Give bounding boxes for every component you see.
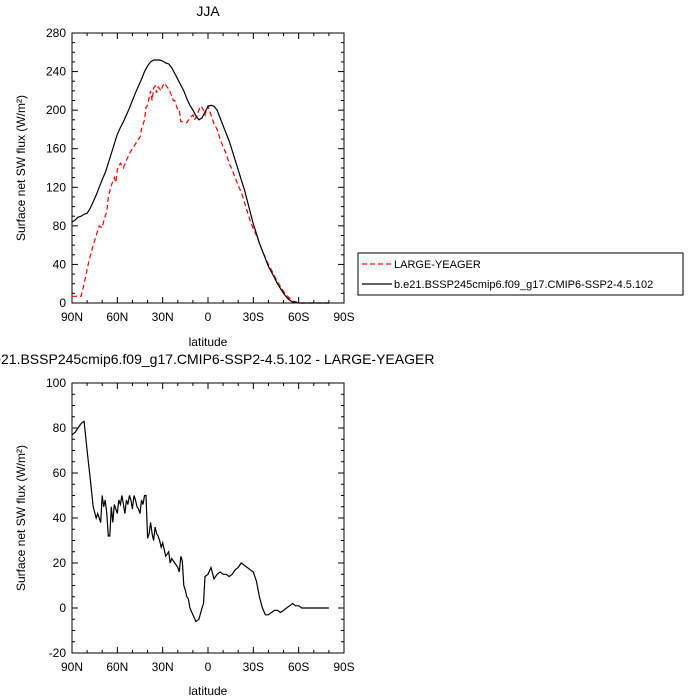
chart2-x-tick-label: 30N <box>152 660 174 674</box>
chart2-plot: 90N 60N 30N 0 30S 60S 90S -20 0 20 40 60 80 100 <box>46 376 355 674</box>
chart2-x-tick-label: 0 <box>205 660 212 674</box>
chart1-x-tick-label: 60S <box>288 310 309 324</box>
chart1-legend-label-2: b.e21.BSSP245cmip6.f09_g17.CMIP6-SSP2-4.… <box>394 279 653 291</box>
chart2-series-line-1 <box>71 420 329 623</box>
chart2-x-tick-label: 30S <box>243 660 264 674</box>
chart2-y-tick-label: 0 <box>59 601 66 615</box>
chart2-y-tick-label: -20 <box>49 646 67 660</box>
chart1-y-tick-label: 0 <box>59 296 66 310</box>
chart1-series-line-2 <box>71 59 329 304</box>
chart2-x-tick-label: 60N <box>106 660 128 674</box>
chart-marks: 90N 60N 30N 0 30S 60S 90S04080120160200240280L… <box>46 26 684 674</box>
chart1-y-tick-label: 160 <box>46 142 66 156</box>
chart1-title: JJA <box>196 3 220 19</box>
chart1-legend-label-1: LARGE-YEAGER <box>394 259 481 271</box>
chart2-x-tick-label: 60S <box>288 660 309 674</box>
chart2-y-tick-label: 80 <box>53 421 67 435</box>
chart1-y-tick-label: 200 <box>46 103 66 117</box>
chart1-y-tick-label: 240 <box>46 65 66 79</box>
chart2-ylabel: Surface net SW flux (W/m²) <box>14 445 28 591</box>
chart1-plot: 90N 60N 30N 0 30S 60S 90S 0 40 80 120 160 200 240 280 L… <box>46 26 684 324</box>
chart1-x-tick-label: 90S <box>333 310 354 324</box>
chart1-series-line-1 <box>72 81 329 304</box>
chart1-x-tick-label: 30S <box>243 310 264 324</box>
chart1-ylabel: Surface net SW flux (W/m²) <box>14 95 28 241</box>
chart1-legend-box <box>357 252 684 296</box>
chart1-y-tick-label: 80 <box>53 219 67 233</box>
chart1-y-tick-label: 120 <box>46 180 66 194</box>
chart1-y-tick-label: 40 <box>53 257 67 271</box>
chart1-x-tick-label: 0 <box>205 310 212 324</box>
chart2-title: b.e21.BSSP245cmip6.f09_g17.CMIP6-SSP2-4.… <box>0 351 434 367</box>
chart1-y-tick-label: 280 <box>46 26 66 40</box>
chart1-x-tick-label: 60N <box>106 310 128 324</box>
chart1-frame <box>71 32 345 304</box>
chart1-legend: LARGE-YEAGER b.e21.BSSP245cmip6.f09_g17.C… <box>357 252 684 296</box>
chart1-xlabel: latitude <box>189 335 228 349</box>
chart2-y-tick-label: 60 <box>53 466 67 480</box>
chart2-x-tick-label: 90S <box>333 660 354 674</box>
chart2-y-tick-label: 100 <box>46 376 66 390</box>
chart1-x-tick-label: 90N <box>61 310 83 324</box>
chart2-x-tick-label: 90N <box>61 660 83 674</box>
chart2-y-tick-label: 40 <box>53 511 67 525</box>
chart1-x-tick-label: 30N <box>152 310 174 324</box>
chart2-y-tick-label: 20 <box>53 556 67 570</box>
chart2-xlabel: latitude <box>189 684 228 698</box>
